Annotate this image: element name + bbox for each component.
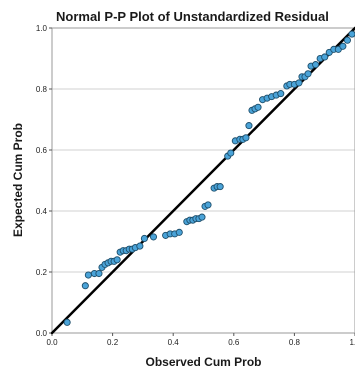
data-point: [175, 228, 183, 236]
x-axis-label: Observed Cum Prob: [145, 355, 262, 369]
data-point: [63, 318, 71, 326]
data-point: [204, 201, 212, 209]
data-point: [81, 282, 89, 290]
chart-title: Normal P-P Plot of Unstandardized Residu…: [56, 9, 329, 24]
y-tick-label: 0.0: [36, 329, 48, 338]
data-point: [348, 30, 355, 38]
y-tick-label: 1.0: [36, 24, 48, 33]
grid-lines: [52, 88, 355, 273]
data-point: [304, 70, 312, 78]
data-point: [254, 103, 262, 111]
y-tick-label: 0.6: [36, 146, 48, 155]
y-tick-label: 0.2: [36, 268, 48, 277]
x-tick-label: 0.8: [289, 338, 301, 347]
data-point: [216, 183, 224, 191]
data-point: [339, 42, 347, 50]
plot-frame: [51, 27, 355, 334]
data-point: [95, 269, 103, 278]
y-tick-label: 0.8: [36, 85, 48, 94]
data-point: [245, 122, 253, 130]
x-tick-label: 1.0: [349, 338, 355, 347]
x-tick-label: 0.4: [168, 338, 180, 347]
data-point: [343, 36, 351, 44]
data-point: [227, 149, 235, 157]
data-point: [136, 242, 144, 250]
axis-ticks: 0.0 0.2 0.4 0.6 0.8 1.0 0.0 0.2 0.4 0.6 0.8 1.0: [36, 24, 355, 347]
data-point: [312, 61, 320, 69]
data-point: [277, 90, 285, 98]
data-points: [63, 30, 355, 326]
data-point: [198, 213, 206, 221]
data-point: [84, 271, 92, 279]
y-axis-label: Expected Cum Prob: [11, 122, 25, 238]
y-tick-label: 0.4: [36, 207, 48, 216]
data-point: [321, 53, 329, 61]
x-tick-label: 0.2: [107, 338, 119, 347]
data-point: [295, 79, 303, 87]
x-tick-label: 0.0: [46, 338, 58, 347]
data-point: [242, 134, 250, 142]
data-point: [149, 233, 158, 241]
x-tick-label: 0.6: [228, 338, 240, 347]
data-point: [140, 234, 148, 242]
data-point: [113, 256, 121, 264]
